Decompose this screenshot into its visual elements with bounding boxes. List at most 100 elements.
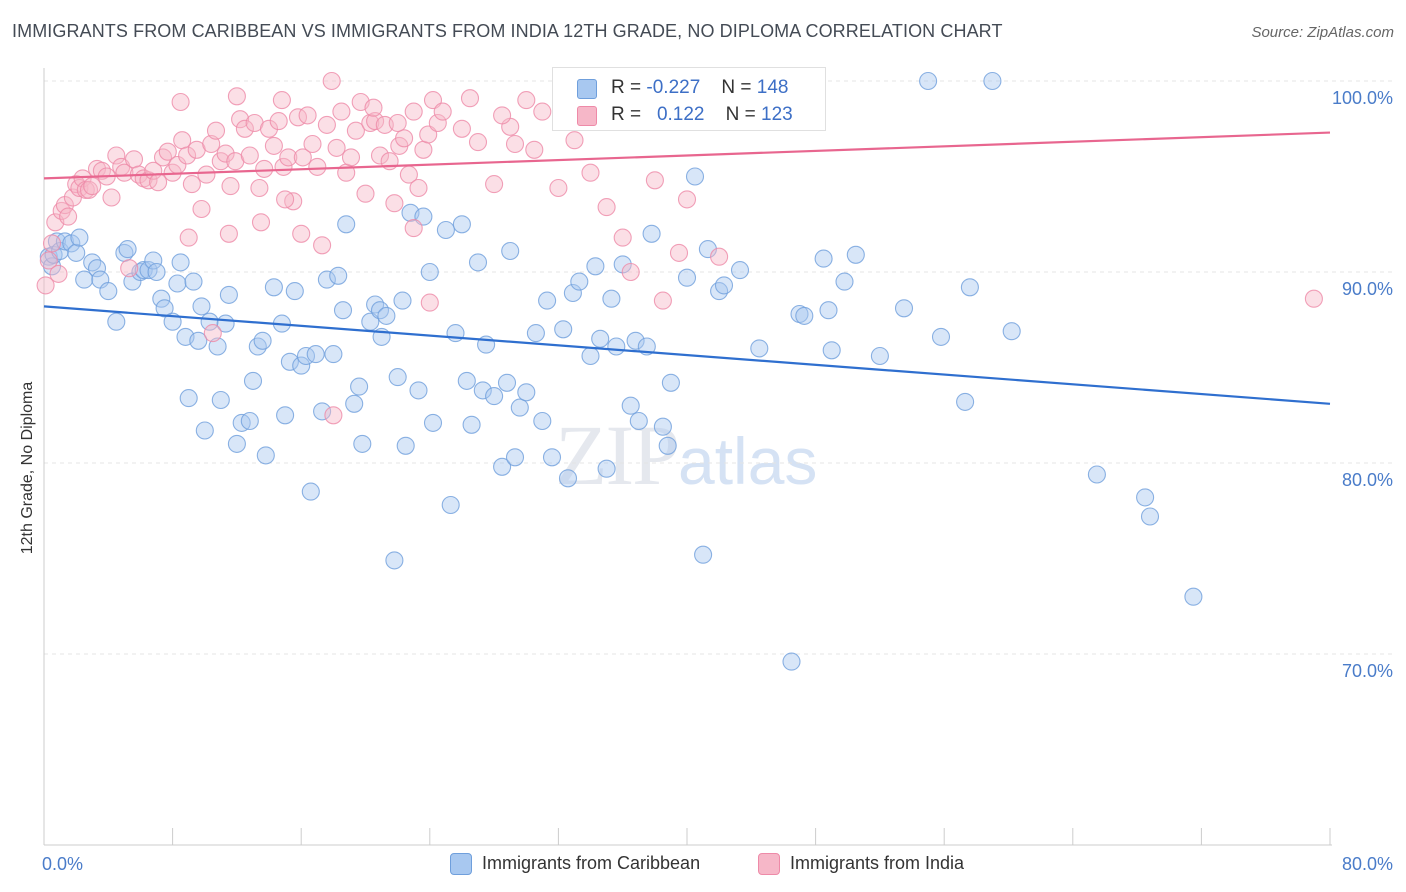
data-point: [1002, 322, 1021, 341]
legend-india-label: Immigrants from India: [790, 853, 965, 873]
stats-text-india: R = 0.122 N = 123: [611, 104, 793, 126]
data-point: [274, 157, 293, 176]
data-point: [102, 188, 121, 207]
data-point: [227, 87, 246, 106]
y-tick-label: 70.0%: [1342, 661, 1393, 681]
data-point: [227, 434, 246, 453]
data-point: [653, 417, 672, 436]
data-point: [423, 413, 443, 432]
data-point: [782, 652, 801, 671]
data-point: [366, 112, 385, 131]
data-point: [171, 92, 190, 112]
axes: [43, 68, 1332, 846]
data-point: [501, 241, 520, 261]
data-point: [259, 119, 279, 138]
data-point: [243, 371, 263, 390]
data-point: [409, 178, 428, 198]
data-point: [677, 268, 697, 287]
data-point: [171, 253, 190, 272]
data-point: [144, 251, 163, 270]
data-point: [1140, 507, 1160, 526]
data-point: [613, 228, 632, 247]
data-point: [346, 121, 365, 140]
data-point: [192, 297, 211, 316]
n-label: N =: [721, 77, 752, 98]
data-point: [538, 291, 557, 310]
data-point: [452, 119, 471, 138]
data-point: [404, 219, 423, 238]
data-point: [200, 312, 219, 331]
data-point: [1304, 289, 1323, 308]
data-point: [75, 270, 94, 289]
data-point: [324, 345, 343, 364]
data-point: [395, 129, 414, 148]
trend-line: [43, 305, 1331, 405]
data-point: [377, 306, 396, 325]
data-point: [67, 243, 86, 262]
data-point: [409, 381, 428, 400]
data-point: [250, 178, 269, 198]
data-point: [276, 406, 295, 425]
data-point: [264, 278, 283, 297]
data-point: [36, 276, 55, 295]
data-point: [983, 71, 1002, 91]
data-point: [468, 133, 488, 152]
data-point: [485, 387, 504, 406]
data-point: [49, 264, 68, 283]
data-point: [231, 110, 250, 129]
data-point: [1184, 587, 1203, 606]
r-label: R =: [611, 77, 642, 98]
data-point: [240, 411, 259, 431]
data-point: [493, 106, 512, 125]
data-point: [327, 138, 346, 157]
data-point: [322, 71, 341, 91]
source-label: Source: ZipAtlas.com: [1251, 24, 1394, 41]
y-tick-labels: 70.0% 80.0% 90.0% 100.0%: [1332, 88, 1393, 681]
y-tick-label: 90.0%: [1342, 279, 1393, 299]
r-value-india: 0.122: [656, 104, 705, 125]
trend-line: [43, 131, 1331, 180]
data-point: [931, 327, 951, 346]
data-point: [118, 240, 137, 259]
data-point: [460, 89, 480, 108]
x-tick-label: 80.0%: [1342, 854, 1393, 874]
data-point: [436, 220, 455, 240]
data-point: [107, 146, 126, 165]
data-point: [795, 306, 814, 325]
data-point: [428, 113, 447, 133]
data-point: [280, 352, 299, 371]
r-value-caribbean: -0.227: [646, 77, 701, 98]
data-point: [956, 392, 975, 411]
data-point: [92, 161, 111, 180]
data-point: [292, 224, 311, 243]
data-point: [353, 434, 372, 453]
data-point: [396, 436, 415, 455]
data-point: [184, 272, 203, 291]
data-point: [158, 142, 177, 161]
data-point: [264, 136, 283, 155]
data-point: [570, 272, 589, 291]
data-point: [505, 448, 525, 467]
data-point: [269, 112, 288, 131]
data-point: [208, 337, 227, 356]
y-axis-label-text: 12th Grade, No Diploma: [19, 381, 36, 555]
data-point: [385, 551, 404, 570]
data-point: [219, 224, 238, 243]
data-point: [642, 224, 661, 243]
watermark: ZIPatlas: [555, 405, 817, 505]
data-point: [251, 213, 271, 232]
data-point: [147, 262, 166, 282]
data-point: [87, 259, 107, 278]
trend-lines: [43, 131, 1331, 405]
data-point: [39, 251, 58, 270]
data-point: [341, 148, 361, 167]
data-point: [554, 320, 573, 339]
data-point: [505, 134, 525, 154]
data-point: [179, 228, 198, 247]
data-point: [182, 175, 201, 194]
data-point: [685, 167, 705, 186]
data-point: [70, 228, 89, 247]
data-point: [313, 236, 332, 255]
n-label: N =: [725, 104, 756, 125]
data-point: [581, 163, 600, 182]
